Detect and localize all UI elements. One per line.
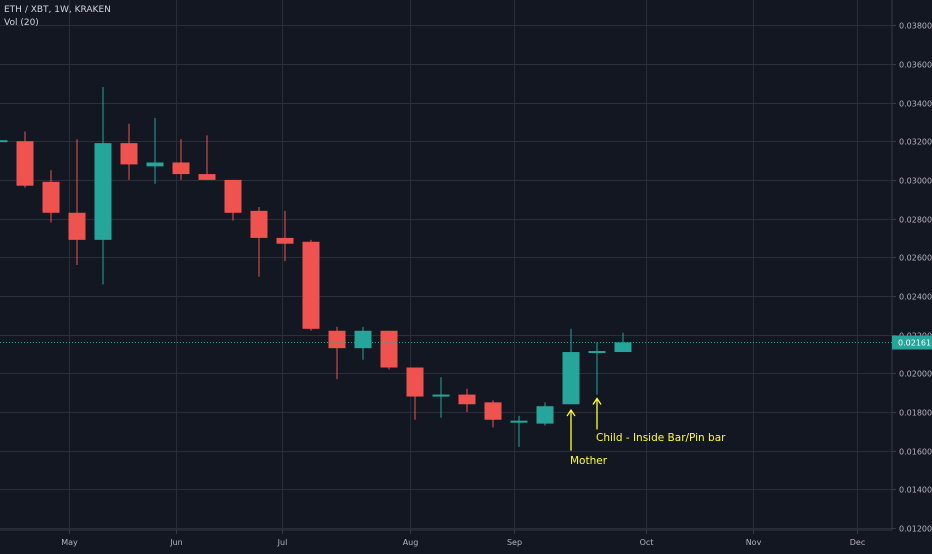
candle-body[interactable]: [406, 367, 424, 397]
candle-body[interactable]: [614, 342, 632, 353]
candle[interactable]: [510, 415, 528, 447]
price-tick-label: 0.01600: [899, 448, 932, 457]
candle[interactable]: [588, 342, 606, 395]
candle-body[interactable]: [510, 420, 528, 423]
price-tick-label: 0.02400: [899, 293, 932, 302]
time-tick-label: Sep: [507, 538, 522, 547]
candle-body[interactable]: [458, 394, 476, 405]
candle[interactable]: [0, 137, 8, 145]
candle-body[interactable]: [16, 141, 34, 186]
symbol-title[interactable]: ETH / XBT, 1W, KRAKEN: [4, 5, 111, 15]
candle-body[interactable]: [68, 212, 86, 240]
annotation-arrow-head: [592, 397, 602, 405]
annotation-label: Mother: [570, 455, 608, 467]
price-tick-label: 0.02000: [899, 370, 932, 379]
price-tick-label: 0.02800: [899, 216, 932, 225]
candle[interactable]: [406, 367, 424, 420]
price-tick-label: 0.03800: [899, 22, 932, 31]
candle[interactable]: [16, 131, 34, 188]
annotation-label: Child - Inside Bar/Pin bar: [596, 432, 726, 444]
last-price-tag: [892, 335, 932, 350]
candle-body[interactable]: [146, 162, 164, 167]
candle[interactable]: [68, 139, 86, 265]
candle[interactable]: [42, 170, 60, 223]
candle-body[interactable]: [328, 330, 346, 349]
candle[interactable]: [432, 377, 450, 418]
candle-body[interactable]: [172, 162, 190, 175]
candle-body[interactable]: [588, 351, 606, 354]
annotation-arrow-head: [566, 408, 576, 417]
candle-body[interactable]: [120, 143, 138, 165]
time-tick-label: Dec: [850, 538, 865, 547]
grid-lines: [0, 0, 892, 530]
candles[interactable]: [0, 87, 632, 447]
chart-legend: ETH / XBT, 1W, KRAKEN Vol (20): [4, 4, 111, 30]
candle-body[interactable]: [276, 237, 294, 244]
price-tick-label: 0.03000: [899, 177, 932, 186]
time-tick-label: Jun: [169, 538, 183, 547]
price-tick-label: 0.01200: [899, 525, 932, 534]
time-tick-label: May: [61, 538, 78, 547]
price-tick-label: 0.02600: [899, 254, 932, 263]
candle[interactable]: [120, 123, 138, 180]
candle-body[interactable]: [0, 140, 8, 143]
candle[interactable]: [458, 388, 476, 413]
candle[interactable]: [380, 330, 398, 370]
candle[interactable]: [484, 400, 502, 428]
volume-indicator-label[interactable]: Vol (20): [4, 18, 39, 28]
candle[interactable]: [276, 210, 294, 262]
candle[interactable]: [328, 326, 346, 380]
time-tick-label: Oct: [640, 538, 654, 547]
price-tick-label: 0.03600: [899, 61, 932, 70]
candle[interactable]: [198, 135, 216, 180]
candle[interactable]: [146, 117, 164, 184]
candle-body[interactable]: [250, 210, 268, 238]
annotation: Mother: [566, 408, 608, 467]
candle-body[interactable]: [302, 241, 320, 329]
time-axis[interactable]: May Jun Jul Aug Sep Oct Nov Dec: [61, 530, 865, 547]
candle-body[interactable]: [562, 352, 580, 405]
candle-body[interactable]: [484, 402, 502, 420]
candle[interactable]: [250, 206, 268, 277]
candle-body[interactable]: [536, 406, 554, 424]
candle[interactable]: [562, 328, 580, 405]
candle-body[interactable]: [354, 330, 372, 349]
candle[interactable]: [614, 332, 632, 353]
price-tick-label: 0.01400: [899, 486, 932, 495]
annotations: Mother Child - Inside Bar/Pin bar: [566, 397, 726, 467]
candle[interactable]: [536, 402, 554, 426]
candle-body[interactable]: [42, 181, 60, 213]
candle-body[interactable]: [380, 330, 398, 368]
time-tick-label: Jul: [277, 538, 288, 547]
candle-body[interactable]: [198, 174, 216, 180]
time-tick-label: Aug: [403, 538, 419, 547]
time-tick-label: Nov: [746, 538, 762, 547]
candle[interactable]: [172, 139, 190, 180]
annotation: Child - Inside Bar/Pin bar: [592, 397, 726, 444]
price-tick-label: 0.01800: [899, 409, 932, 418]
candle-body[interactable]: [432, 394, 450, 397]
price-tick-label: 0.03200: [899, 138, 932, 147]
candle[interactable]: [302, 239, 320, 331]
price-tick-label: 0.03400: [899, 100, 932, 109]
last-price-marker: 0.02161: [0, 335, 932, 350]
candle-body[interactable]: [94, 143, 112, 240]
last-price-label: 0.02161: [898, 339, 931, 348]
candle[interactable]: [94, 87, 112, 285]
candle-body[interactable]: [224, 179, 242, 213]
candle[interactable]: [224, 179, 242, 221]
candle[interactable]: [354, 326, 372, 360]
